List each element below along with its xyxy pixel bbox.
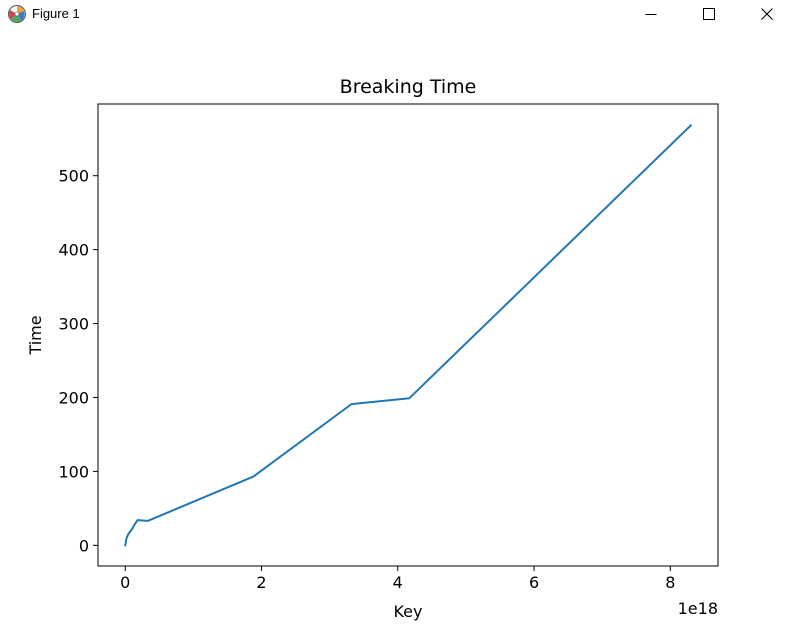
x-tick-label-2: 4 (393, 573, 403, 592)
y-tick-label-0: 0 (79, 536, 89, 555)
x-axis-offset-text: 1e18 (678, 599, 718, 618)
x-tick-label-3: 6 (529, 573, 539, 592)
chart-title: Breaking Time (340, 76, 477, 98)
window-title: Figure 1 (32, 6, 80, 21)
x-tick-label-1: 2 (256, 573, 266, 592)
x-axis-label: Key (393, 602, 422, 621)
y-tick-label-1: 100 (58, 462, 89, 481)
close-button[interactable] (738, 0, 785, 28)
title-bar: Figure 1 (0, 0, 785, 30)
x-tick-label-0: 0 (120, 573, 130, 592)
x-tick-label-4: 8 (665, 573, 675, 592)
close-icon (761, 8, 773, 20)
matplotlib-figure-icon (8, 5, 26, 23)
y-axis-label: Time (26, 315, 45, 355)
y-tick-label-3: 300 (58, 315, 89, 334)
maximize-icon (703, 8, 715, 20)
y-tick-label-5: 500 (58, 167, 89, 186)
series-line-0 (124, 124, 693, 547)
minimize-icon (645, 14, 657, 15)
y-tick-label-4: 400 (58, 241, 89, 260)
minimize-button[interactable] (622, 0, 680, 28)
figure-canvas: Breaking Time 0 2 4 6 8 0 100 200 300 400 500 Key … (0, 30, 785, 625)
maximize-button[interactable] (680, 0, 738, 28)
axes-frame (97, 103, 719, 567)
y-tick-label-2: 200 (58, 388, 89, 407)
